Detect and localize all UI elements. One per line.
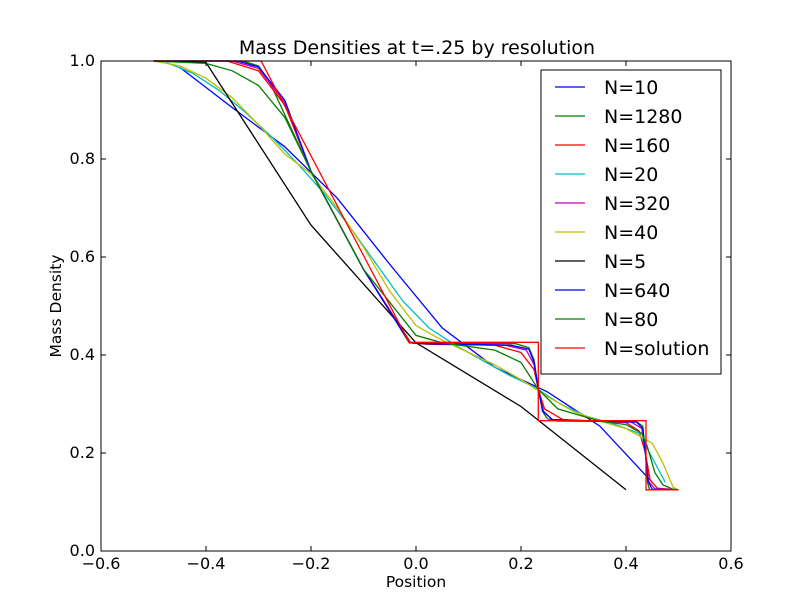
legend: N=10 N=1280 N=160 N=20 N=320 N=40 N=5 N=640 N=80… <box>540 69 722 375</box>
x-tick-label: 0.0 <box>403 554 428 573</box>
legend-label: N=320 <box>604 193 670 215</box>
y-axis-label: Mass Density <box>47 255 65 358</box>
series-line-n-80 <box>153 60 679 491</box>
legend-label: N=160 <box>604 135 670 157</box>
x-tick-label: 0.2 <box>508 554 533 573</box>
plot-series <box>153 60 679 491</box>
y-tick-label: 0.0 <box>70 541 95 560</box>
x-axis: −0.6 −0.4 −0.2 0.0 0.2 0.4 0.6 <box>82 61 744 573</box>
y-tick-label: 0.4 <box>70 345 95 364</box>
x-tick-label: −0.6 <box>82 554 121 573</box>
legend-label: N=10 <box>604 77 658 99</box>
y-tick-label: 0.6 <box>70 247 95 266</box>
x-tick-label: 0.4 <box>613 554 638 573</box>
chart-title: Mass Densities at t=.25 by resolution <box>239 37 595 59</box>
series-line-n-640 <box>153 60 679 491</box>
x-tick-label: −0.2 <box>292 554 331 573</box>
legend-label: N=solution <box>604 338 709 360</box>
legend-label: N=640 <box>604 280 670 302</box>
legend-label: N=80 <box>604 309 658 331</box>
legend-box <box>540 69 722 375</box>
y-tick-label: 0.8 <box>70 149 95 168</box>
series-line-n-10 <box>179 66 653 483</box>
x-tick-label: 0.6 <box>718 554 743 573</box>
x-tick-label: −0.4 <box>187 554 226 573</box>
x-axis-label: Position <box>386 573 446 591</box>
y-axis: 0.0 0.2 0.4 0.6 0.8 1.0 <box>70 51 731 560</box>
series-line-n-solution <box>153 60 679 491</box>
legend-label: N=5 <box>604 251 646 273</box>
y-tick-label: 1.0 <box>70 51 95 70</box>
y-tick-label: 0.2 <box>70 443 95 462</box>
legend-label: N=1280 <box>604 106 683 128</box>
legend-label: N=40 <box>604 222 658 244</box>
series-line-n-40 <box>153 60 679 491</box>
legend-label: N=20 <box>604 164 658 186</box>
